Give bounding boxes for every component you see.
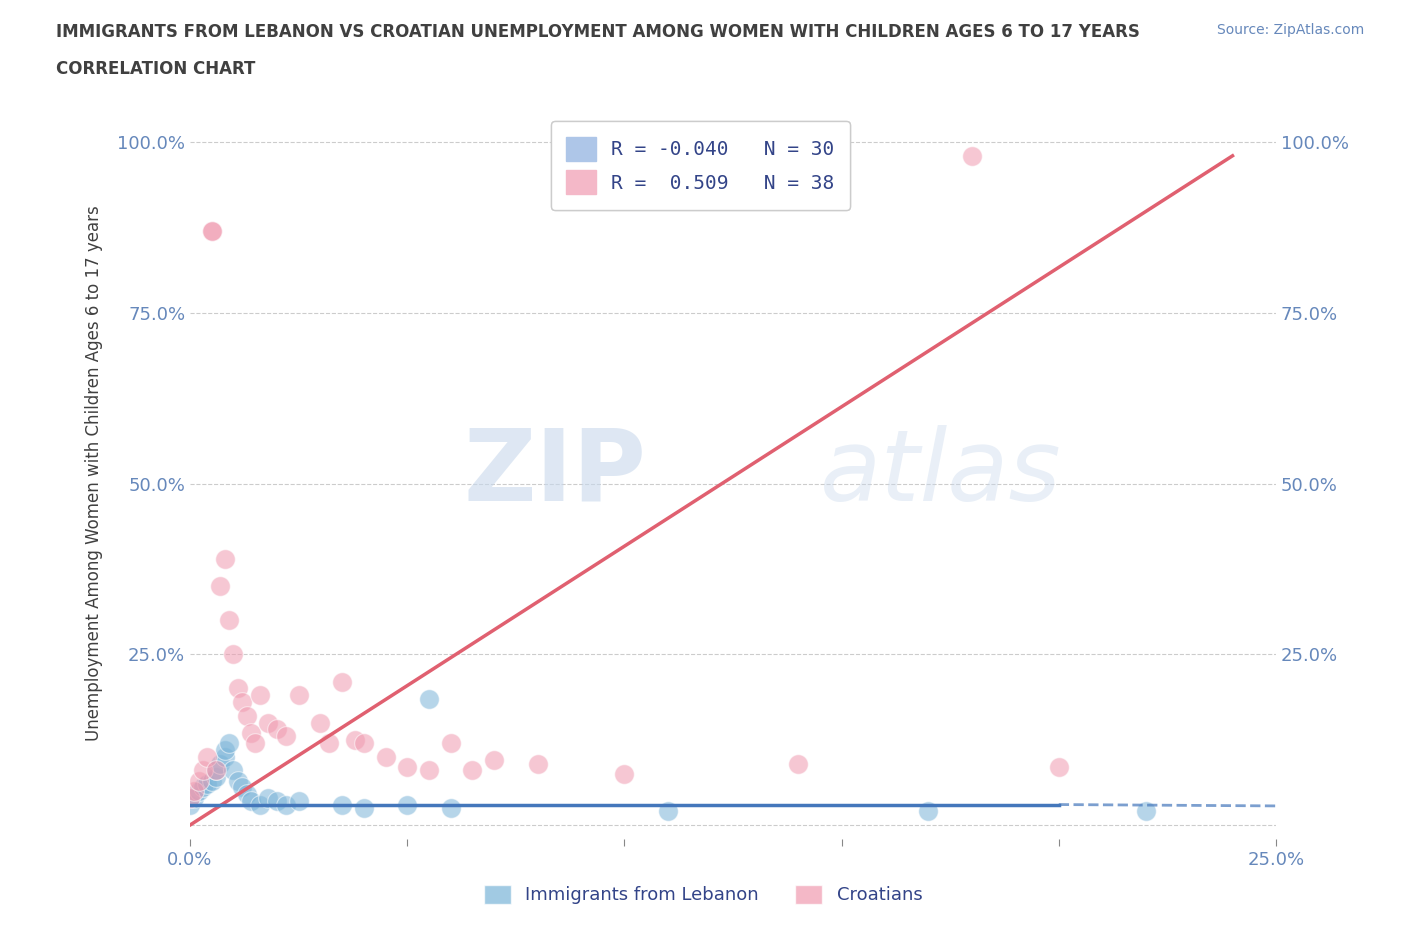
Point — [309, 715, 332, 730]
Point — [214, 750, 236, 764]
Point — [218, 736, 240, 751]
Point — [235, 787, 257, 802]
Point — [209, 756, 232, 771]
Point — [214, 742, 236, 757]
Point — [374, 750, 396, 764]
Legend: Immigrants from Lebanon, Croatians: Immigrants from Lebanon, Croatians — [477, 878, 929, 911]
Point — [187, 783, 209, 798]
Point — [197, 777, 219, 791]
Point — [239, 725, 262, 740]
Point — [440, 801, 463, 816]
Point — [245, 736, 267, 751]
Point — [287, 793, 309, 808]
Text: Source: ZipAtlas.com: Source: ZipAtlas.com — [1216, 23, 1364, 37]
Point — [183, 790, 205, 805]
Point — [231, 780, 253, 795]
Point — [201, 773, 224, 788]
Point — [1047, 760, 1070, 775]
Point — [274, 729, 297, 744]
Point — [179, 790, 201, 805]
Point — [214, 551, 236, 566]
Point — [183, 783, 205, 798]
Point — [353, 736, 375, 751]
Point — [226, 773, 249, 788]
Point — [187, 773, 209, 788]
Point — [418, 691, 440, 706]
Point — [330, 797, 353, 812]
Point — [960, 149, 983, 164]
Point — [787, 756, 810, 771]
Point — [179, 797, 201, 812]
Text: ZIP: ZIP — [463, 425, 647, 522]
Point — [191, 780, 214, 795]
Point — [235, 709, 257, 724]
Point — [461, 763, 484, 777]
Point — [396, 760, 419, 775]
Point — [266, 722, 288, 737]
Text: CORRELATION CHART: CORRELATION CHART — [56, 60, 256, 78]
Point — [218, 613, 240, 628]
Point — [191, 763, 214, 777]
Point — [205, 770, 228, 785]
Point — [274, 797, 297, 812]
Point — [318, 736, 340, 751]
Y-axis label: Unemployment Among Women with Children Ages 6 to 17 years: Unemployment Among Women with Children A… — [86, 206, 103, 741]
Point — [440, 736, 463, 751]
Legend: R = -0.040   N = 30, R =  0.509   N = 38: R = -0.040 N = 30, R = 0.509 N = 38 — [551, 122, 851, 209]
Point — [201, 223, 224, 238]
Point — [257, 715, 280, 730]
Point — [205, 763, 228, 777]
Point — [344, 732, 367, 747]
Point — [418, 763, 440, 777]
Point — [209, 578, 232, 593]
Point — [226, 681, 249, 696]
Point — [222, 763, 245, 777]
Point — [249, 688, 271, 703]
Point — [266, 793, 288, 808]
Point — [353, 801, 375, 816]
Point — [205, 763, 228, 777]
Point — [613, 766, 636, 781]
Text: atlas: atlas — [820, 425, 1062, 522]
Point — [526, 756, 548, 771]
Point — [231, 695, 253, 710]
Point — [482, 752, 505, 767]
Point — [287, 688, 309, 703]
Point — [917, 804, 939, 818]
Point — [239, 793, 262, 808]
Point — [249, 797, 271, 812]
Point — [201, 223, 224, 238]
Point — [657, 804, 679, 818]
Point — [197, 750, 219, 764]
Text: IMMIGRANTS FROM LEBANON VS CROATIAN UNEMPLOYMENT AMONG WOMEN WITH CHILDREN AGES : IMMIGRANTS FROM LEBANON VS CROATIAN UNEM… — [56, 23, 1140, 41]
Point — [257, 790, 280, 805]
Point — [396, 797, 419, 812]
Point — [222, 647, 245, 662]
Point — [1135, 804, 1157, 818]
Point — [330, 674, 353, 689]
